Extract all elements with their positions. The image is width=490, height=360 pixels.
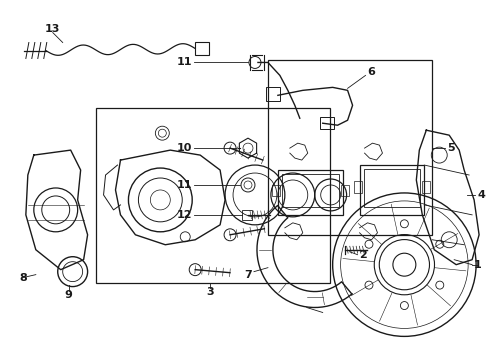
Bar (319, 117, 334, 129)
Bar (364, 169, 420, 207)
Bar (278, 170, 343, 215)
Bar (96, 108, 330, 283)
Bar (360, 165, 424, 215)
Text: 11: 11 (177, 58, 192, 67)
Text: 6: 6 (368, 67, 375, 77)
Bar (242, 210, 252, 220)
Bar (422, 181, 430, 193)
Bar (272, 185, 280, 196)
Text: 2: 2 (360, 250, 368, 260)
Text: 5: 5 (447, 143, 455, 153)
Text: 12: 12 (177, 210, 192, 220)
Text: 3: 3 (206, 287, 214, 297)
Text: 9: 9 (65, 289, 73, 300)
Bar (354, 181, 362, 193)
Text: 4: 4 (477, 190, 485, 200)
Bar (282, 174, 339, 207)
Text: 7: 7 (244, 270, 252, 280)
Bar (195, 41, 209, 55)
Text: 13: 13 (45, 24, 60, 33)
Text: 1: 1 (474, 260, 482, 270)
Text: 11: 11 (177, 180, 192, 190)
Bar (266, 87, 280, 101)
Bar (268, 60, 432, 235)
Bar (341, 185, 348, 196)
Text: 10: 10 (177, 143, 192, 153)
Text: 8: 8 (19, 273, 26, 283)
